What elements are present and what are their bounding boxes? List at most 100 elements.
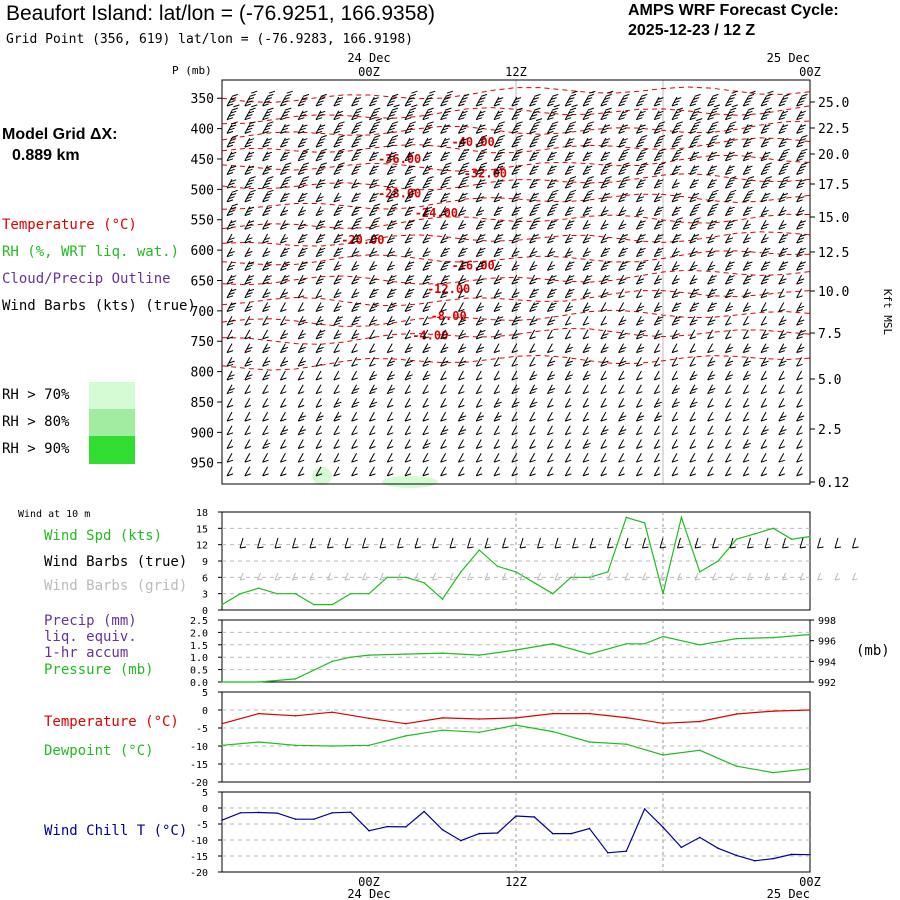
wind-barb	[368, 178, 379, 189]
bottom-time-tick: 00Z	[358, 875, 380, 889]
wind-barb	[653, 439, 661, 449]
wind-barb	[404, 370, 413, 381]
wind-barb	[297, 192, 308, 203]
wind-barb	[564, 247, 573, 258]
wind-barb	[760, 137, 771, 148]
wind-barb	[724, 104, 738, 121]
wind-barb	[511, 411, 518, 422]
wind-barb	[724, 425, 732, 436]
wind-barb	[689, 315, 698, 326]
wind-barb	[297, 162, 310, 175]
wind-barb	[315, 93, 327, 107]
wind-barb	[582, 329, 590, 340]
wind-barb	[564, 439, 572, 449]
wind-barb	[635, 425, 643, 436]
wind10m-label: Wind at 10 m	[18, 509, 91, 520]
wind-barb	[333, 329, 342, 340]
wind-barb	[778, 288, 785, 299]
wind-barb	[689, 178, 700, 189]
pressure-line-point	[698, 644, 701, 646]
wind-barb	[600, 90, 614, 107]
wind-barb	[262, 137, 272, 148]
wind-barb	[511, 148, 523, 162]
wind-barb	[440, 343, 449, 354]
wind-barb	[546, 189, 559, 203]
wind-barb	[333, 96, 344, 107]
wind-barb	[386, 315, 395, 326]
wind-barb-grid	[519, 572, 526, 581]
isotherm-label: -16.00	[451, 259, 494, 273]
wind-barb	[546, 121, 559, 134]
wind-barb	[529, 233, 539, 244]
wind-barb	[511, 329, 520, 340]
temperature-line-point	[515, 717, 517, 719]
wind-barb	[564, 411, 572, 422]
wind-barb	[244, 176, 256, 189]
wind-barb	[689, 357, 696, 367]
wind-barb	[279, 425, 289, 436]
windchill-line-point	[294, 818, 297, 820]
wind-barb	[564, 370, 573, 381]
wind-barb	[279, 261, 290, 271]
wind-barb-true	[467, 537, 474, 549]
wind-barb	[707, 93, 719, 107]
wind-barb	[404, 302, 413, 312]
windchill-line-point	[790, 853, 793, 856]
wind-barb	[707, 452, 714, 463]
wind-barb	[707, 151, 717, 162]
wind-barb	[475, 329, 486, 340]
wind-barb	[244, 137, 255, 148]
p-tick-label: 900	[191, 426, 214, 441]
top-time-tick: 00Z	[358, 65, 380, 79]
wind-barb	[351, 384, 360, 395]
wind-barb	[262, 189, 274, 203]
wind-barb	[760, 343, 769, 354]
wind-barb	[457, 148, 470, 162]
wind-barb	[742, 411, 750, 422]
wind-barb-true	[397, 537, 404, 549]
wind-barb	[493, 233, 504, 244]
wind-barb	[368, 165, 379, 175]
wind-barb	[333, 452, 340, 463]
wind-barb	[582, 343, 591, 354]
wind-barb	[493, 274, 502, 285]
wind-barb	[440, 329, 449, 340]
pressure-line-point	[404, 653, 407, 655]
wind-barb	[351, 178, 360, 189]
wind-barb-true	[484, 537, 492, 549]
wind-barb	[226, 220, 237, 230]
wind-barb	[368, 370, 378, 381]
wind-barb	[529, 203, 541, 217]
wind-barb	[546, 466, 554, 477]
wind-barb	[315, 135, 327, 148]
wind-barb-grid	[484, 572, 491, 581]
wind-barb-grid	[537, 572, 543, 581]
wind-barb	[493, 121, 505, 134]
wind-barb	[600, 370, 607, 381]
wind-barb	[564, 104, 578, 121]
temperature-line-point	[772, 710, 775, 712]
wind-barb	[724, 315, 732, 326]
wind-barb-grid	[764, 572, 771, 581]
wind-barb	[262, 165, 272, 175]
wind-barb	[386, 121, 399, 134]
wind-barb	[422, 90, 436, 107]
wind-speed-line-point	[698, 571, 701, 573]
wind-barb	[511, 452, 518, 463]
wind-barb	[600, 247, 611, 258]
y-tick-label: -5	[196, 820, 208, 831]
wind-barb	[404, 189, 416, 203]
dewpoint-line-point	[809, 767, 811, 770]
wind-barb	[653, 220, 664, 230]
wind-barb	[386, 104, 400, 121]
wind-barb-grid	[432, 572, 438, 581]
wind-barb	[386, 93, 399, 107]
wind-barb	[618, 192, 628, 203]
temperature-line-point	[331, 711, 334, 713]
wind-barb	[582, 370, 591, 381]
wind-barb	[475, 357, 483, 367]
wind-barb	[386, 135, 399, 148]
wind-barb	[440, 247, 450, 258]
wind-speed-line-point	[423, 581, 425, 584]
wind-barb	[618, 329, 627, 340]
